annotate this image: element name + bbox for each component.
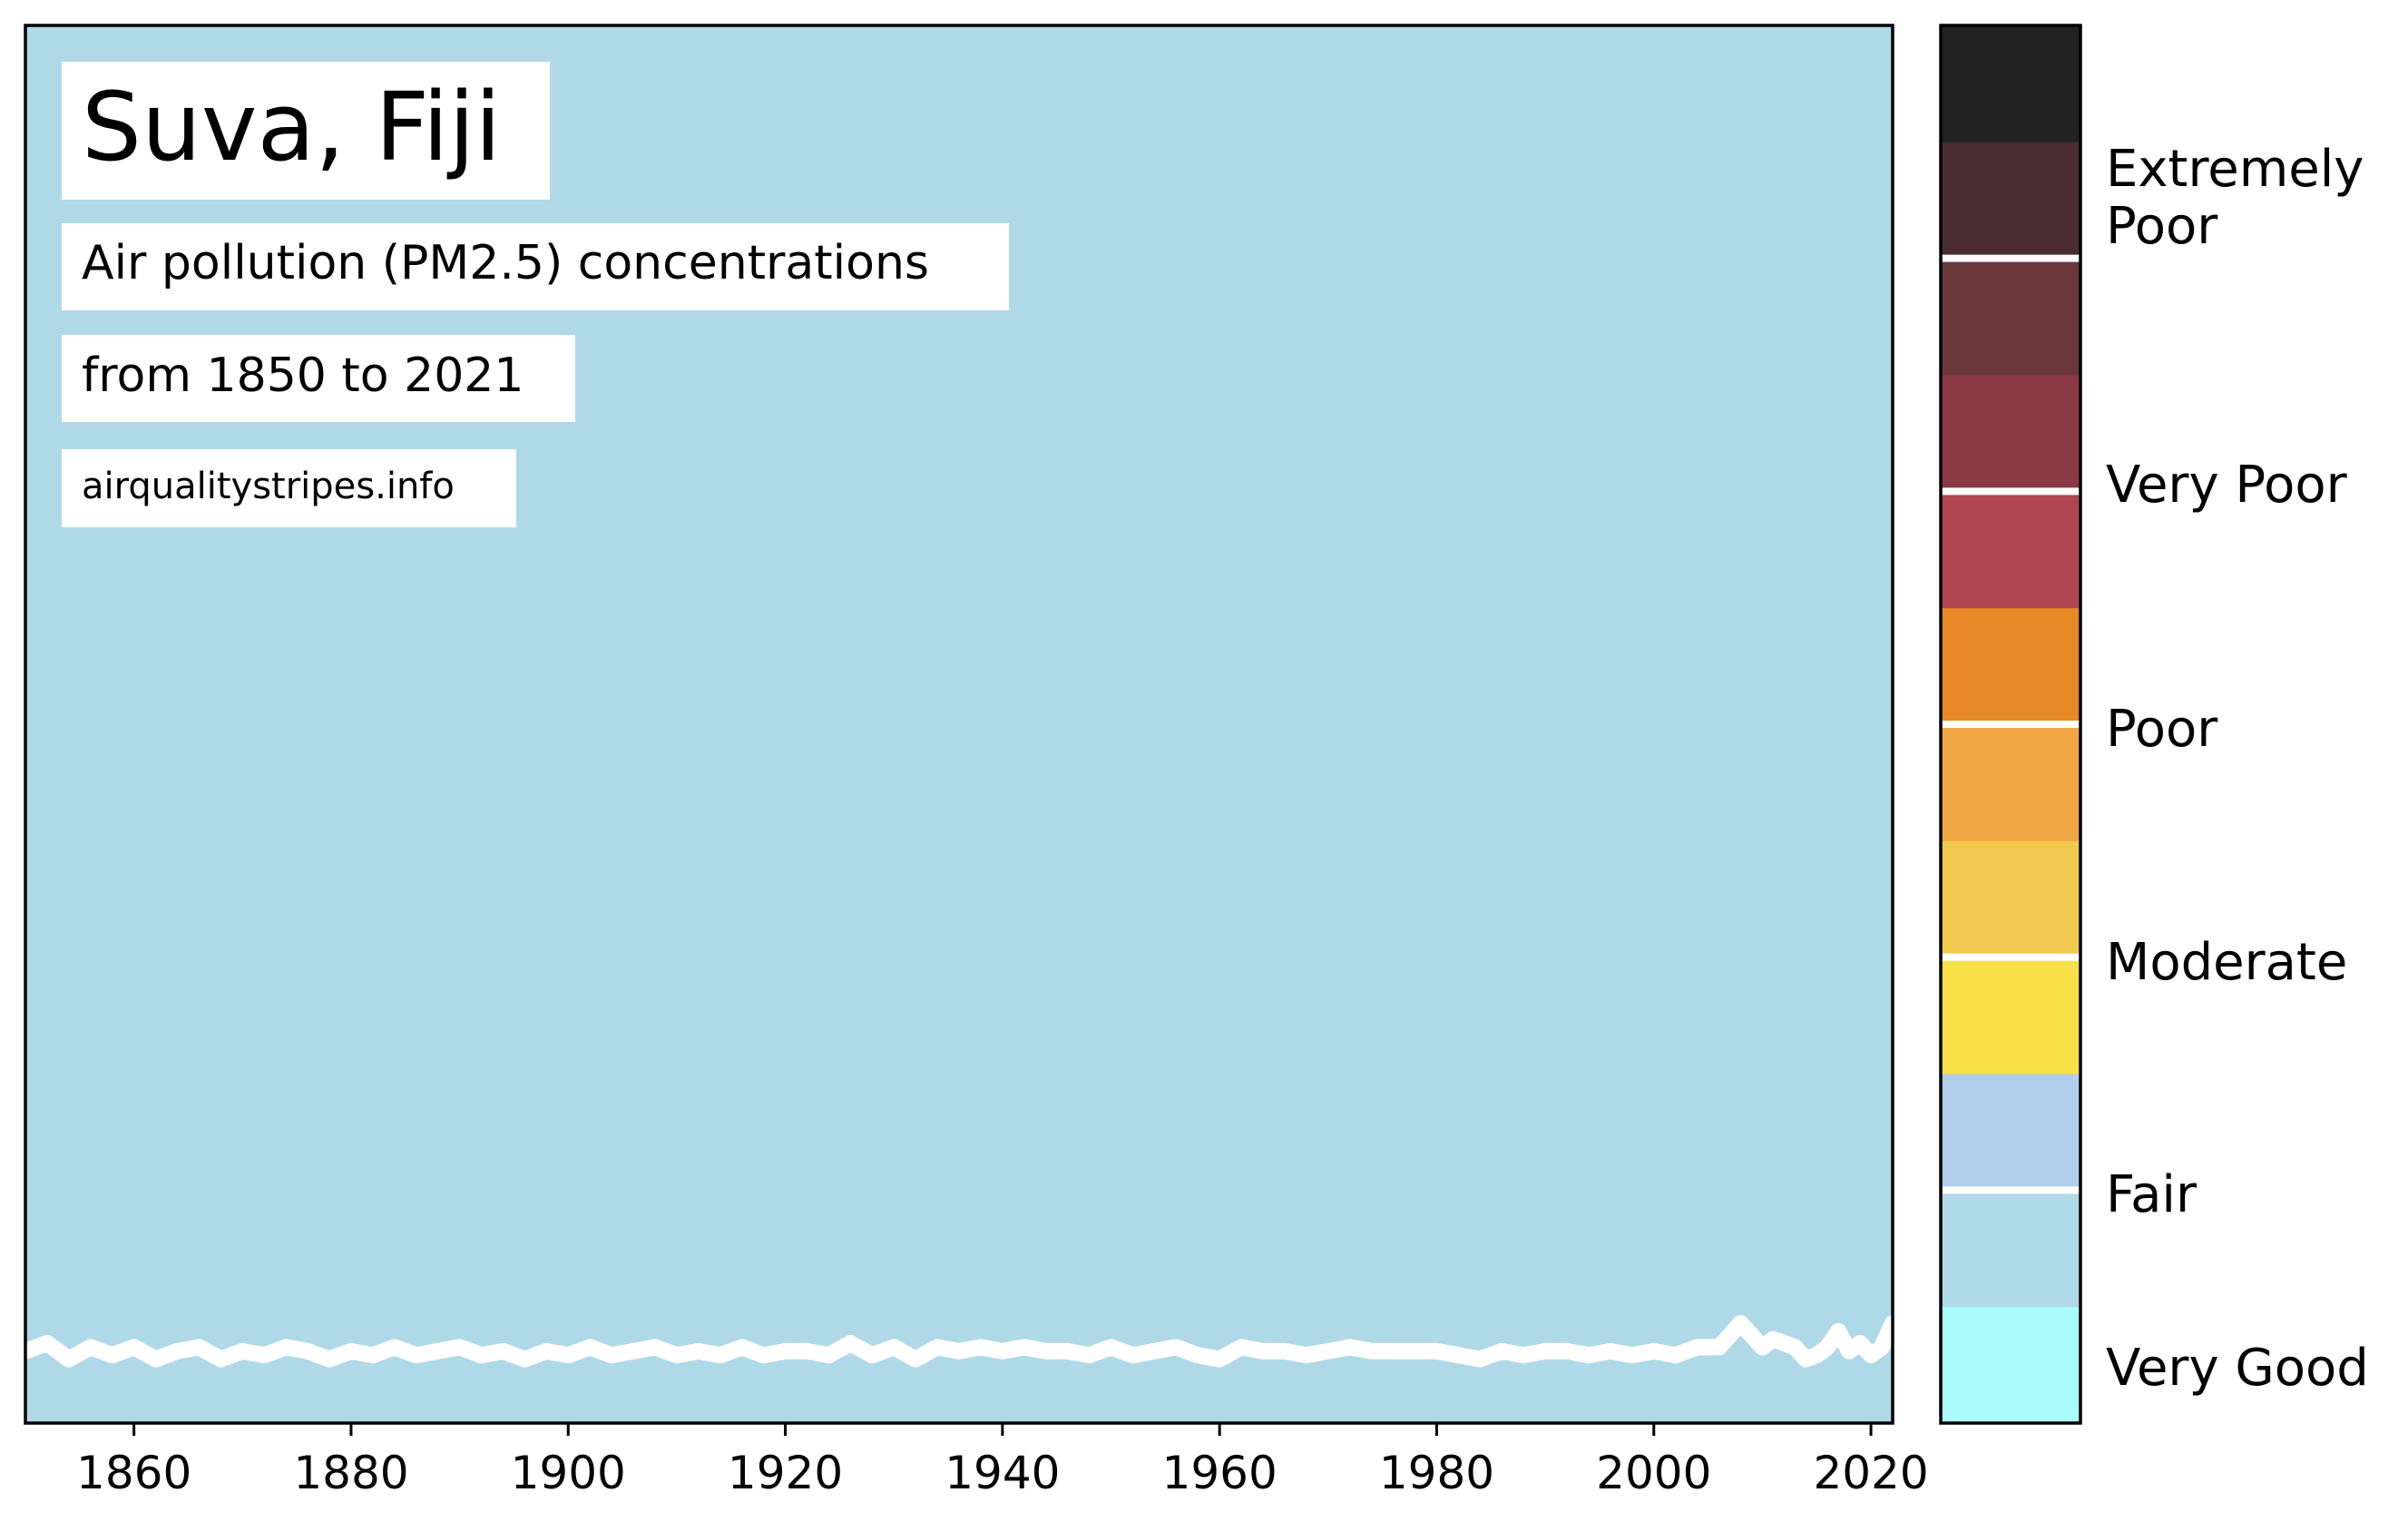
colorbar-separators xyxy=(1941,254,2080,1194)
colorbar-stripe xyxy=(1941,491,2080,609)
colorbar-stripe xyxy=(1941,607,2080,725)
colorbar-stripe xyxy=(1941,142,2080,260)
x-tick-label: 1920 xyxy=(728,1447,843,1499)
x-axis: 1860 1880 1900 1920 1940 1960 1980 2000 2020 xyxy=(76,1423,1929,1499)
x-tick-label: 1860 xyxy=(76,1447,191,1499)
legend-label-moderate: Moderate xyxy=(2106,933,2347,992)
x-tick-label: 1900 xyxy=(511,1447,626,1499)
title-box xyxy=(62,62,550,200)
colorbar-stripes xyxy=(1941,25,2080,1424)
subtitle-box-2 xyxy=(62,335,575,422)
subtitle-box-1 xyxy=(62,223,1009,310)
chart-title: Suva, Fiji xyxy=(82,72,501,182)
x-tick-label: 1980 xyxy=(1379,1447,1494,1499)
colorbar-stripe xyxy=(1941,25,2080,142)
x-tick-label: 1940 xyxy=(945,1447,1060,1499)
chart-subtitle-line1: Air pollution (PM2.5) concentrations xyxy=(82,236,929,290)
chart-subtitle-line2: from 1850 to 2021 xyxy=(82,349,524,403)
legend-label-very-good: Very Good xyxy=(2106,1339,2369,1398)
legend-label-very-poor: Very Poor xyxy=(2106,456,2348,515)
colorbar-stripe xyxy=(1941,724,2080,841)
colorbar-stripe xyxy=(1941,1306,2080,1424)
colorbar-stripe xyxy=(1941,258,2080,376)
colorbar-legend: Very Good Fair Moderate Poor Very Poor E… xyxy=(1939,24,2369,1425)
colorbar-stripe xyxy=(1941,1190,2080,1308)
title-block: Suva, Fiji Air pollution (PM2.5) concent… xyxy=(62,62,1009,527)
plot-frame xyxy=(24,24,1894,1425)
x-tick-label: 1880 xyxy=(293,1447,408,1499)
legend-label-poor: Poor xyxy=(2106,700,2218,759)
colorbar-stripe xyxy=(1941,840,2080,958)
x-tick-label: 1960 xyxy=(1162,1447,1277,1499)
colorbar-stripe xyxy=(1941,957,2080,1075)
x-tick-label: 2020 xyxy=(1813,1447,1928,1499)
legend-label-extremely: Extremely xyxy=(2106,140,2364,199)
colorbar-stripe xyxy=(1941,1074,2080,1191)
x-tick-label: 2000 xyxy=(1596,1447,1711,1499)
legend-label-extremely-poor: Poor xyxy=(2106,197,2218,256)
pm25-series-line xyxy=(17,1315,1901,1368)
colorbar-stripe xyxy=(1941,375,2080,492)
colorbar-frame xyxy=(1939,24,2082,1425)
legend-label-fair: Fair xyxy=(2106,1165,2198,1224)
source-credit: airqualitystripes.info xyxy=(82,466,455,507)
source-box xyxy=(62,449,516,527)
